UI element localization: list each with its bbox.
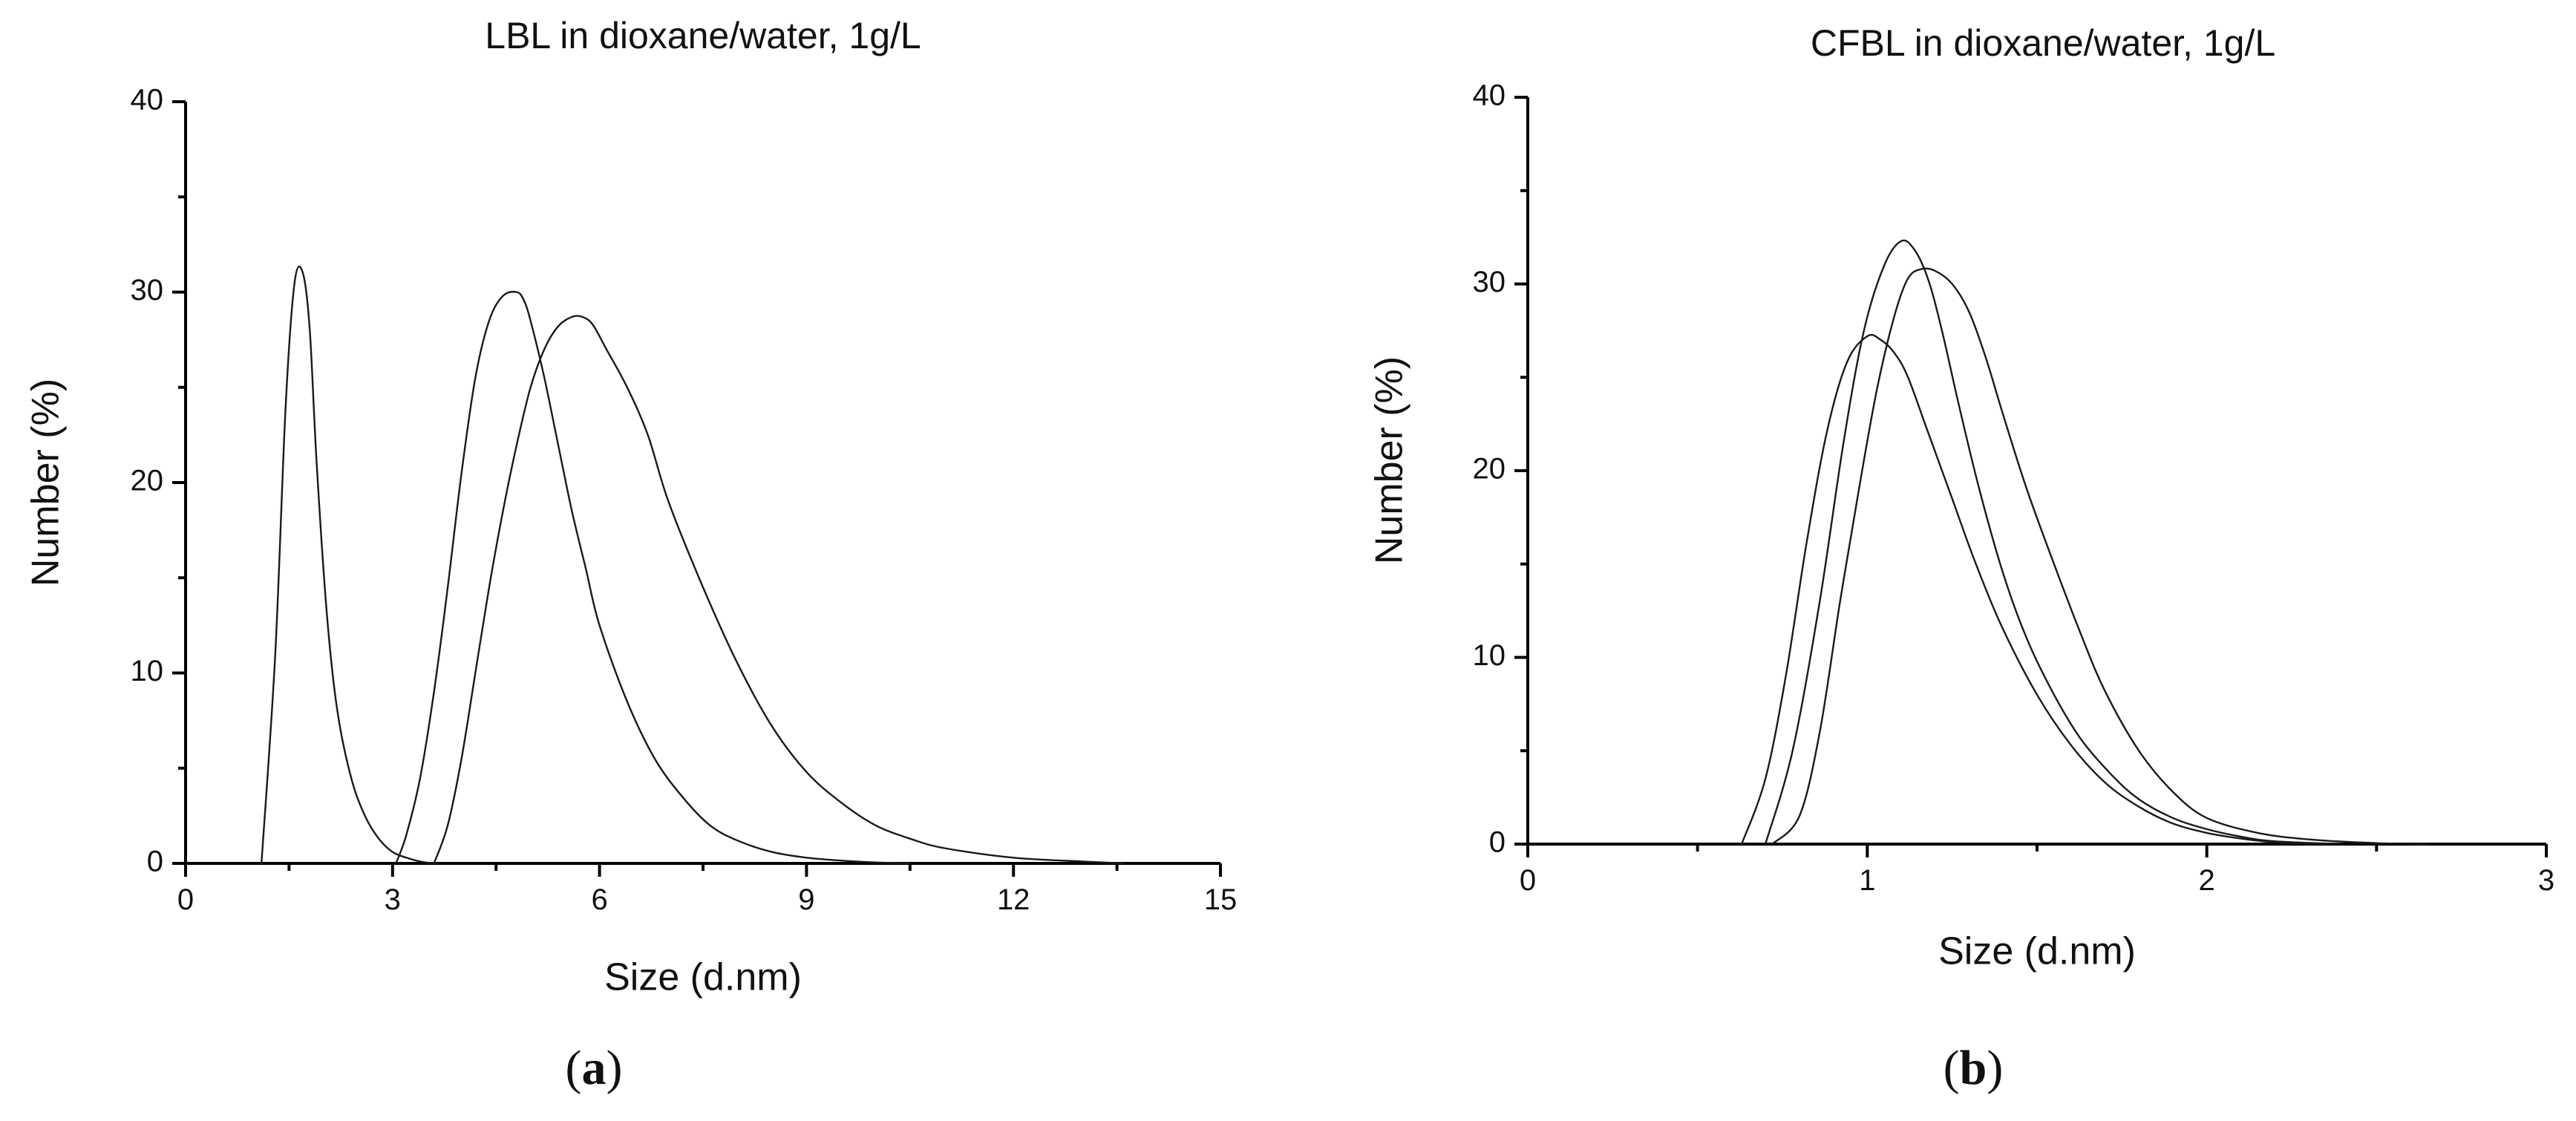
chart-title-lbl: LBL in dioxane/water, 1g/L [485, 15, 921, 56]
y-tick-label-lbl: 20 [131, 465, 164, 497]
x-tick-label-lbl: 6 [591, 883, 607, 916]
chart-cfbl: CFBL in dioxane/water, 1g/L0 1 2 3010203040… [1368, 22, 2554, 1095]
x-axis-label-cfbl: Size (d.nm) [1938, 930, 2136, 973]
x-tick-label-cfbl: 1 [1859, 864, 1875, 897]
x-tick-label-lbl: 15 [1204, 883, 1238, 916]
chart-title-cfbl: CFBL in dioxane/water, 1g/L [1811, 22, 2275, 64]
y-tick-label-cfbl: 30 [1473, 266, 1506, 298]
x-tick-label-lbl: 3 [385, 883, 401, 916]
series-line-cfbl-3 [1771, 267, 2429, 846]
y-tick-label-lbl: 10 [131, 655, 164, 687]
series-line-cfbl-1 [1740, 333, 2327, 846]
series-line-cfbl-2 [1764, 239, 2344, 846]
y-axis-label-lbl: Number (%) [24, 379, 68, 586]
x-tick-label-lbl: 9 [798, 883, 814, 916]
series-line-lbl-3 [433, 315, 1125, 865]
y-tick-label-cfbl: 20 [1473, 453, 1506, 486]
x-axis-label-lbl: Size (d.nm) [604, 956, 802, 999]
panel-label-lbl: (a) [566, 1041, 623, 1095]
y-tick-label-cfbl: 0 [1489, 826, 1506, 859]
x-tick-label-cfbl: 0 [1520, 864, 1536, 897]
y-tick-label-cfbl: 10 [1473, 639, 1506, 672]
x-tick-label-cfbl: 2 [2199, 864, 2215, 897]
series-line-lbl-1 [261, 265, 435, 865]
series-line-lbl-2 [395, 290, 911, 865]
y-axis-label-cfbl: Number (%) [1368, 356, 1411, 564]
x-tick-label-cfbl: 3 [2538, 864, 2554, 897]
panel-label-cfbl: (b) [1944, 1041, 2004, 1095]
chart-lbl: LBL in dioxane/water, 1g/L 0 3 6 9 12 15 0 10 20 3… [24, 15, 1238, 1095]
y-tick-label-cfbl: 40 [1473, 79, 1506, 112]
y-tick-label-lbl: 0 [147, 846, 163, 878]
x-tick-label-lbl: 12 [997, 883, 1030, 916]
y-tick-label-lbl: 40 [131, 84, 164, 117]
x-tick-label-lbl: 0 [177, 883, 194, 916]
y-tick-label-lbl: 30 [131, 274, 164, 307]
